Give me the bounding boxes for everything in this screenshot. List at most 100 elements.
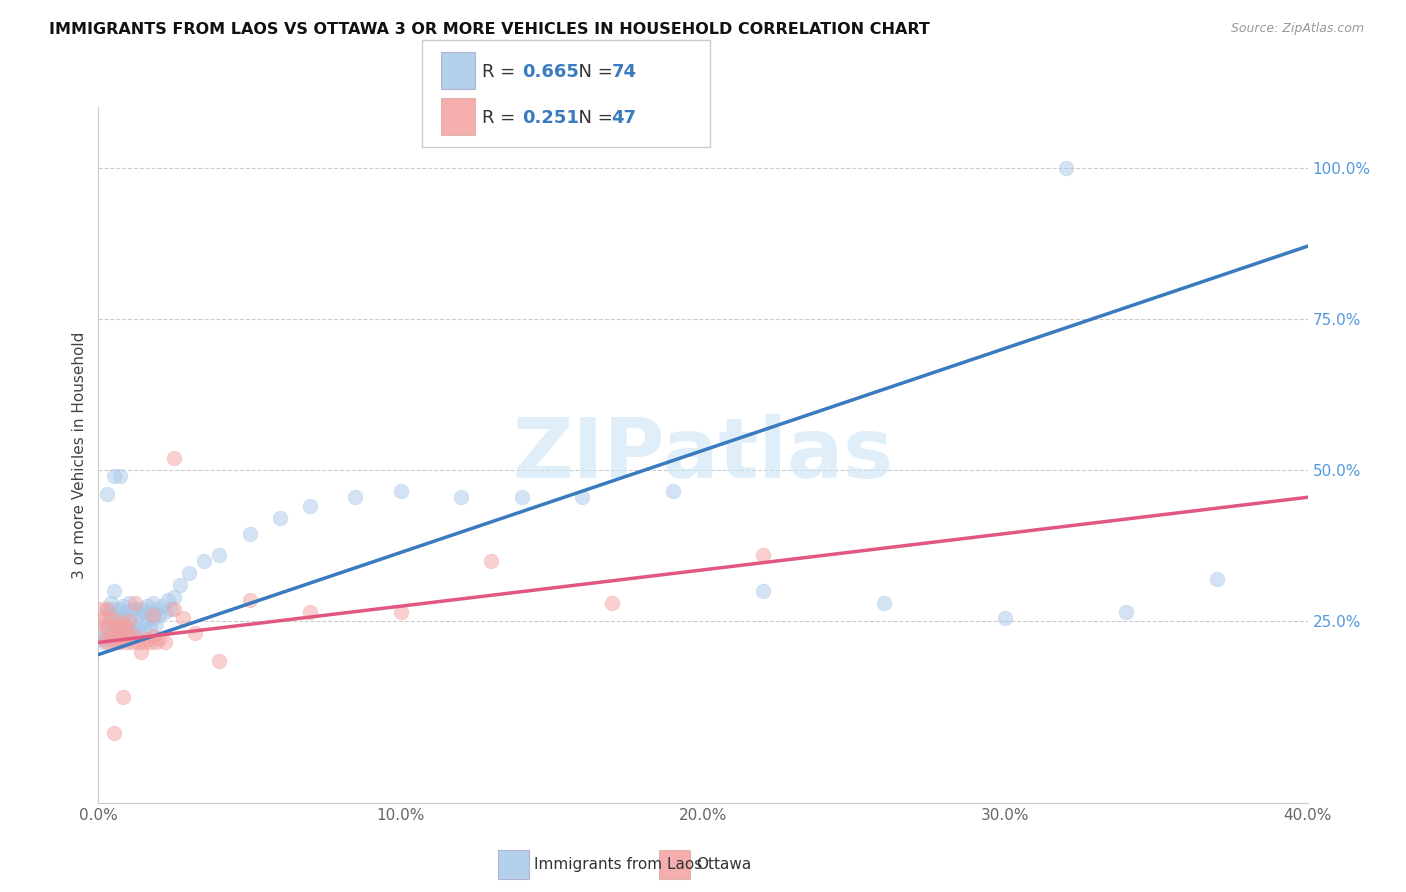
Point — [118, 615, 141, 629]
Point — [100, 596, 122, 610]
Point — [127, 635, 149, 649]
Point — [127, 624, 149, 638]
Point — [103, 602, 125, 616]
Point — [111, 599, 134, 614]
Point — [96, 487, 118, 501]
Point — [450, 490, 472, 504]
Point — [139, 620, 162, 634]
Point — [103, 615, 125, 629]
Point — [114, 635, 136, 649]
Point — [135, 599, 157, 614]
Point — [481, 554, 503, 568]
Point — [127, 608, 149, 623]
Point — [93, 632, 115, 647]
Point — [752, 584, 775, 599]
Point — [114, 605, 136, 619]
Text: Source: ZipAtlas.com: Source: ZipAtlas.com — [1230, 22, 1364, 36]
Point — [994, 611, 1017, 625]
Point — [344, 490, 367, 504]
Point — [90, 632, 112, 647]
Point — [105, 605, 128, 619]
Point — [108, 602, 131, 616]
Point — [208, 548, 231, 562]
Point — [873, 596, 896, 610]
Point — [96, 617, 118, 632]
Point — [752, 548, 775, 562]
Point — [103, 726, 125, 740]
Point — [208, 654, 231, 668]
Point — [93, 611, 115, 625]
Point — [661, 484, 683, 499]
Point — [111, 617, 134, 632]
Text: 0.251: 0.251 — [522, 109, 578, 128]
Point — [111, 626, 134, 640]
Point — [108, 620, 131, 634]
Point — [156, 593, 179, 607]
Point — [389, 605, 412, 619]
Text: R =: R = — [482, 63, 522, 81]
Point — [93, 620, 115, 634]
Point — [105, 615, 128, 629]
Point — [135, 632, 157, 647]
Point — [389, 484, 412, 499]
Point — [269, 511, 291, 525]
Text: Immigrants from Laos: Immigrants from Laos — [534, 857, 703, 871]
Point — [111, 611, 134, 625]
Point — [132, 605, 155, 619]
Point — [129, 602, 152, 616]
Point — [124, 602, 146, 616]
Point — [148, 608, 170, 623]
Point — [139, 635, 162, 649]
Point — [103, 469, 125, 483]
Point — [160, 602, 183, 616]
Point — [118, 611, 141, 625]
Point — [510, 490, 533, 504]
Text: 47: 47 — [612, 109, 637, 128]
Point — [153, 605, 176, 619]
Point — [118, 629, 141, 643]
Point — [142, 629, 165, 643]
Point — [114, 632, 136, 647]
Point — [108, 615, 131, 629]
Point — [1115, 605, 1137, 619]
Point — [111, 632, 134, 647]
Point — [124, 620, 146, 634]
Point — [150, 599, 173, 614]
Point — [602, 596, 624, 610]
Point — [124, 596, 146, 610]
Point — [1054, 161, 1077, 175]
Point — [103, 635, 125, 649]
Point — [96, 602, 118, 616]
Point — [96, 602, 118, 616]
Text: 0.665: 0.665 — [522, 63, 578, 81]
Point — [571, 490, 593, 504]
Point — [132, 635, 155, 649]
Text: R =: R = — [482, 109, 522, 128]
Point — [193, 554, 215, 568]
Point — [93, 635, 115, 649]
Point — [105, 629, 128, 643]
Point — [142, 608, 165, 623]
Point — [142, 596, 165, 610]
Point — [153, 635, 176, 649]
Point — [111, 690, 134, 704]
Point — [179, 566, 201, 580]
Point — [148, 632, 170, 647]
Point — [108, 629, 131, 643]
Point — [90, 602, 112, 616]
Point — [114, 620, 136, 634]
Point — [96, 635, 118, 649]
Point — [100, 626, 122, 640]
Point — [145, 602, 167, 616]
Point — [96, 620, 118, 634]
Point — [118, 626, 141, 640]
Point — [139, 605, 162, 619]
Point — [145, 635, 167, 649]
Point — [108, 635, 131, 649]
Point — [100, 629, 122, 643]
Point — [163, 450, 186, 465]
Point — [124, 629, 146, 643]
Text: Ottawa: Ottawa — [696, 857, 751, 871]
Point — [239, 593, 262, 607]
Point — [299, 500, 322, 514]
